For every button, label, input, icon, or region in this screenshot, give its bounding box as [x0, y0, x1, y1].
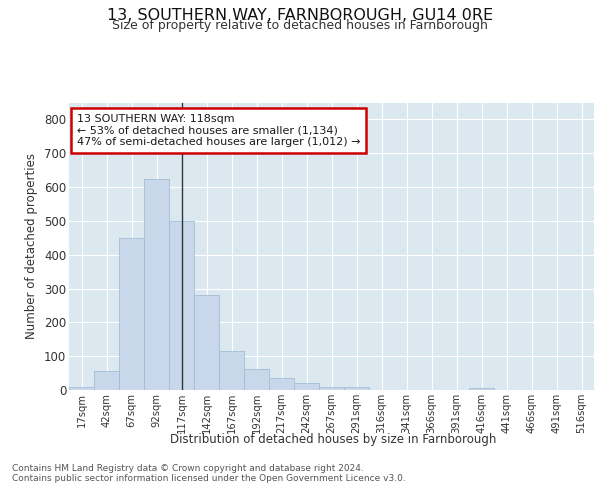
Bar [244, 368, 269, 390]
Bar [344, 388, 369, 390]
Text: Size of property relative to detached houses in Farnborough: Size of property relative to detached ho… [112, 19, 488, 32]
Bar [144, 178, 169, 390]
Text: Contains public sector information licensed under the Open Government Licence v3: Contains public sector information licen… [12, 474, 406, 483]
Bar [194, 296, 219, 390]
Bar [219, 351, 244, 390]
Bar [119, 238, 144, 390]
Bar [294, 382, 319, 390]
Bar [94, 372, 119, 390]
Y-axis label: Number of detached properties: Number of detached properties [25, 153, 38, 340]
Bar [69, 386, 94, 390]
Text: Contains HM Land Registry data © Crown copyright and database right 2024.: Contains HM Land Registry data © Crown c… [12, 464, 364, 473]
Bar [319, 388, 344, 390]
Bar [269, 378, 294, 390]
Bar [469, 388, 494, 390]
Text: 13, SOUTHERN WAY, FARNBOROUGH, GU14 0RE: 13, SOUTHERN WAY, FARNBOROUGH, GU14 0RE [107, 8, 493, 22]
Text: 13 SOUTHERN WAY: 118sqm
← 53% of detached houses are smaller (1,134)
47% of semi: 13 SOUTHERN WAY: 118sqm ← 53% of detache… [77, 114, 361, 147]
Bar [169, 221, 194, 390]
Text: Distribution of detached houses by size in Farnborough: Distribution of detached houses by size … [170, 432, 496, 446]
